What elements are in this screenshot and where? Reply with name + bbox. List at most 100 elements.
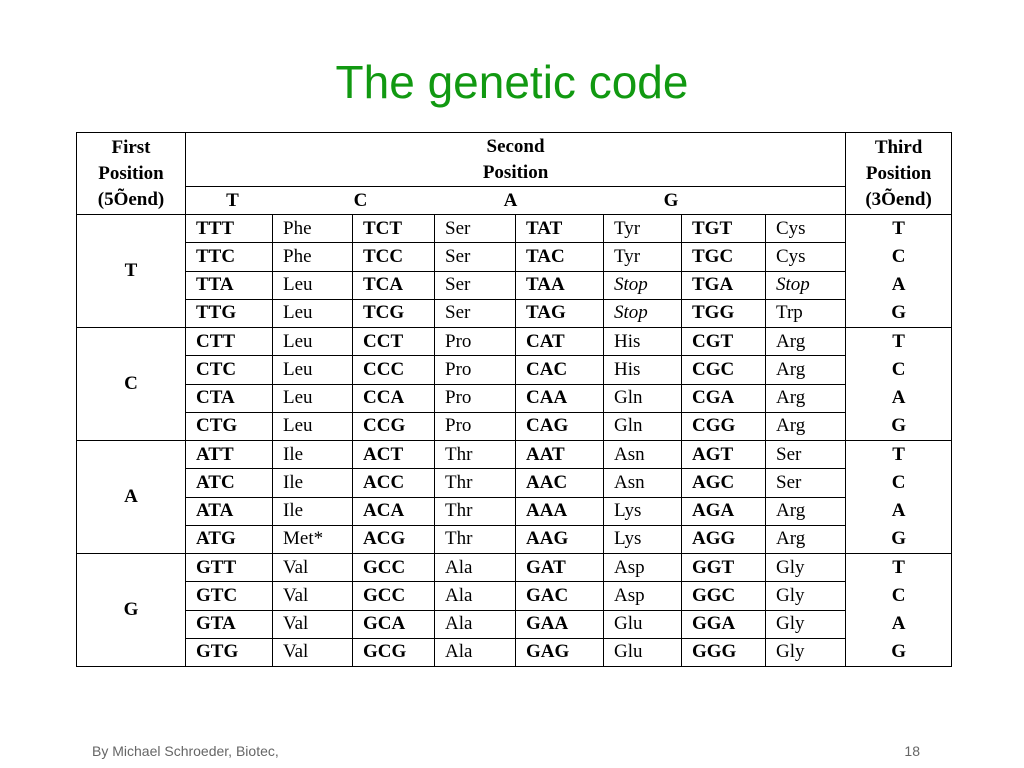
amino-acid-cell: Leu xyxy=(272,383,353,413)
amino-acid-cell: Gly xyxy=(764,637,847,668)
amino-acid-cell: Thr xyxy=(434,524,516,555)
amino-acid-cell: Tyr xyxy=(603,213,682,244)
third-base-label: C xyxy=(891,246,906,267)
codon-cell: GGA xyxy=(681,609,766,639)
amino-acid-cell: Lys xyxy=(603,496,682,526)
codon-cell: GTC xyxy=(185,581,273,611)
amino-acid-cell: Arg xyxy=(764,326,847,357)
codon-cell: CCT xyxy=(352,326,435,357)
table-row: ATA Ile ACA Thr AAA Lys AGA Arg xyxy=(77,496,952,526)
codon-cell: TTC xyxy=(185,242,273,272)
table-row: ATC Ile ACC Thr AAC Asn AGC Ser xyxy=(77,468,952,498)
amino-acid-cell: Leu xyxy=(272,411,353,442)
amino-acid-cell: Ser xyxy=(434,298,516,329)
second-position-header: Second Position xyxy=(184,132,847,187)
third-base-label: C xyxy=(891,472,906,493)
codon-cell: TGG xyxy=(681,298,766,329)
amino-acid-cell: Leu xyxy=(272,355,353,385)
amino-acid-cell: Val xyxy=(272,609,353,639)
amino-acid-cell: Phe xyxy=(272,242,353,272)
first-position-header: First Position (5Õend) xyxy=(76,132,186,215)
amino-acid-cell: Arg xyxy=(764,411,847,442)
amino-acid-cell: Arg xyxy=(764,383,847,413)
codon-cell: ATT xyxy=(185,439,273,470)
table-row: CTC Leu CCC Pro CAC His CGC Arg xyxy=(77,355,952,385)
amino-acid-cell: Glu xyxy=(603,637,682,668)
footer-author: By Michael Schroeder, Biotec, xyxy=(92,743,279,759)
codon-cell: TCC xyxy=(352,242,435,272)
amino-acid-cell: Ser xyxy=(764,439,847,470)
amino-acid-cell: Arg xyxy=(764,524,847,555)
amino-acid-cell: Met* xyxy=(272,524,353,555)
amino-acid-cell: Thr xyxy=(434,439,516,470)
codon-cell: GAT xyxy=(515,552,604,583)
codon-cell: CCC xyxy=(352,355,435,385)
table-row: GTC Val GCC Ala GAC Asp GGC Gly xyxy=(77,581,952,611)
codon-cell: CGA xyxy=(681,383,766,413)
codon-cell: CAC xyxy=(515,355,604,385)
third-base-label: A xyxy=(891,274,906,295)
codon-cell: ATA xyxy=(185,496,273,526)
amino-acid-cell: Cys xyxy=(764,213,847,244)
codon-cell: AGA xyxy=(681,496,766,526)
third-base-label: T xyxy=(892,331,905,352)
third-base-label: C xyxy=(891,585,906,606)
second-base-label: A xyxy=(503,189,518,211)
third-base-label: G xyxy=(891,641,906,662)
table-row: C CTT Leu CCT Pro CAT His CGT Arg T C A G xyxy=(76,326,953,441)
codon-cell: CTC xyxy=(185,355,273,385)
third-base-label: T xyxy=(892,557,905,578)
codon-cell: TAA xyxy=(515,270,604,300)
genetic-code-table: First Position (5Õend) Second Position T… xyxy=(76,132,953,668)
codon-cell: AAG xyxy=(515,524,604,555)
amino-acid-cell: Leu xyxy=(272,298,353,329)
codon-cell: TGA xyxy=(681,270,766,300)
codon-cell: AGT xyxy=(681,439,766,470)
amino-acid-cell: Cys xyxy=(764,242,847,272)
codon-cell: GAG xyxy=(515,637,604,668)
codon-cell: ATC xyxy=(185,468,273,498)
amino-acid-cell: Gly xyxy=(764,609,847,639)
third-base-label: G xyxy=(891,528,906,549)
table-row: A ATT Ile ACT Thr AAT Asn AGT Ser T C A G xyxy=(76,439,953,554)
codon-cell: GCG xyxy=(352,637,435,668)
codon-cell: GAC xyxy=(515,581,604,611)
codon-cell: ACA xyxy=(352,496,435,526)
amino-acid-cell: Gly xyxy=(764,581,847,611)
codon-cell: TAC xyxy=(515,242,604,272)
amino-acid-cell: Pro xyxy=(434,355,516,385)
codon-cell: ATG xyxy=(185,524,273,555)
codon-cell: ACC xyxy=(352,468,435,498)
amino-acid-cell: Ile xyxy=(272,439,353,470)
codon-cell: GGC xyxy=(681,581,766,611)
codon-cell: GTG xyxy=(185,637,273,668)
amino-acid-cell: Thr xyxy=(434,496,516,526)
first-base-cell: C xyxy=(76,327,186,441)
amino-acid-cell: Asp xyxy=(603,581,682,611)
amino-acid-cell: Gln xyxy=(603,411,682,442)
amino-acid-cell: Leu xyxy=(272,326,353,357)
first-base-cell: T xyxy=(76,214,186,328)
amino-acid-cell: Trp xyxy=(764,298,847,329)
amino-acid-cell: His xyxy=(603,326,682,357)
table-row: TTC Phe TCC Ser TAC Tyr TGC Cys xyxy=(77,242,952,272)
amino-acid-cell: Pro xyxy=(434,326,516,357)
amino-acid-cell: Val xyxy=(272,552,353,583)
codon-cell: CAT xyxy=(515,326,604,357)
amino-acid-cell: Gly xyxy=(764,552,847,583)
amino-acid-cell: Ser xyxy=(434,242,516,272)
amino-acid-cell: Val xyxy=(272,637,353,668)
third-base-label: A xyxy=(891,387,906,408)
table-row: CTA Leu CCA Pro CAA Gln CGA Arg xyxy=(77,383,952,413)
table-row: ATG Met* ACG Thr AAG Lys AGG Arg xyxy=(77,524,952,555)
page-number: 18 xyxy=(904,743,920,759)
codon-cell: GCC xyxy=(352,581,435,611)
codon-cell: GTT xyxy=(185,552,273,583)
amino-acid-cell: Ala xyxy=(434,552,516,583)
codon-cell: CAG xyxy=(515,411,604,442)
codon-cell: CGC xyxy=(681,355,766,385)
codon-cell: AGC xyxy=(681,468,766,498)
table-row: TTG Leu TCG Ser TAG Stop TGG Trp xyxy=(77,298,952,329)
codon-cell: GAA xyxy=(515,609,604,639)
